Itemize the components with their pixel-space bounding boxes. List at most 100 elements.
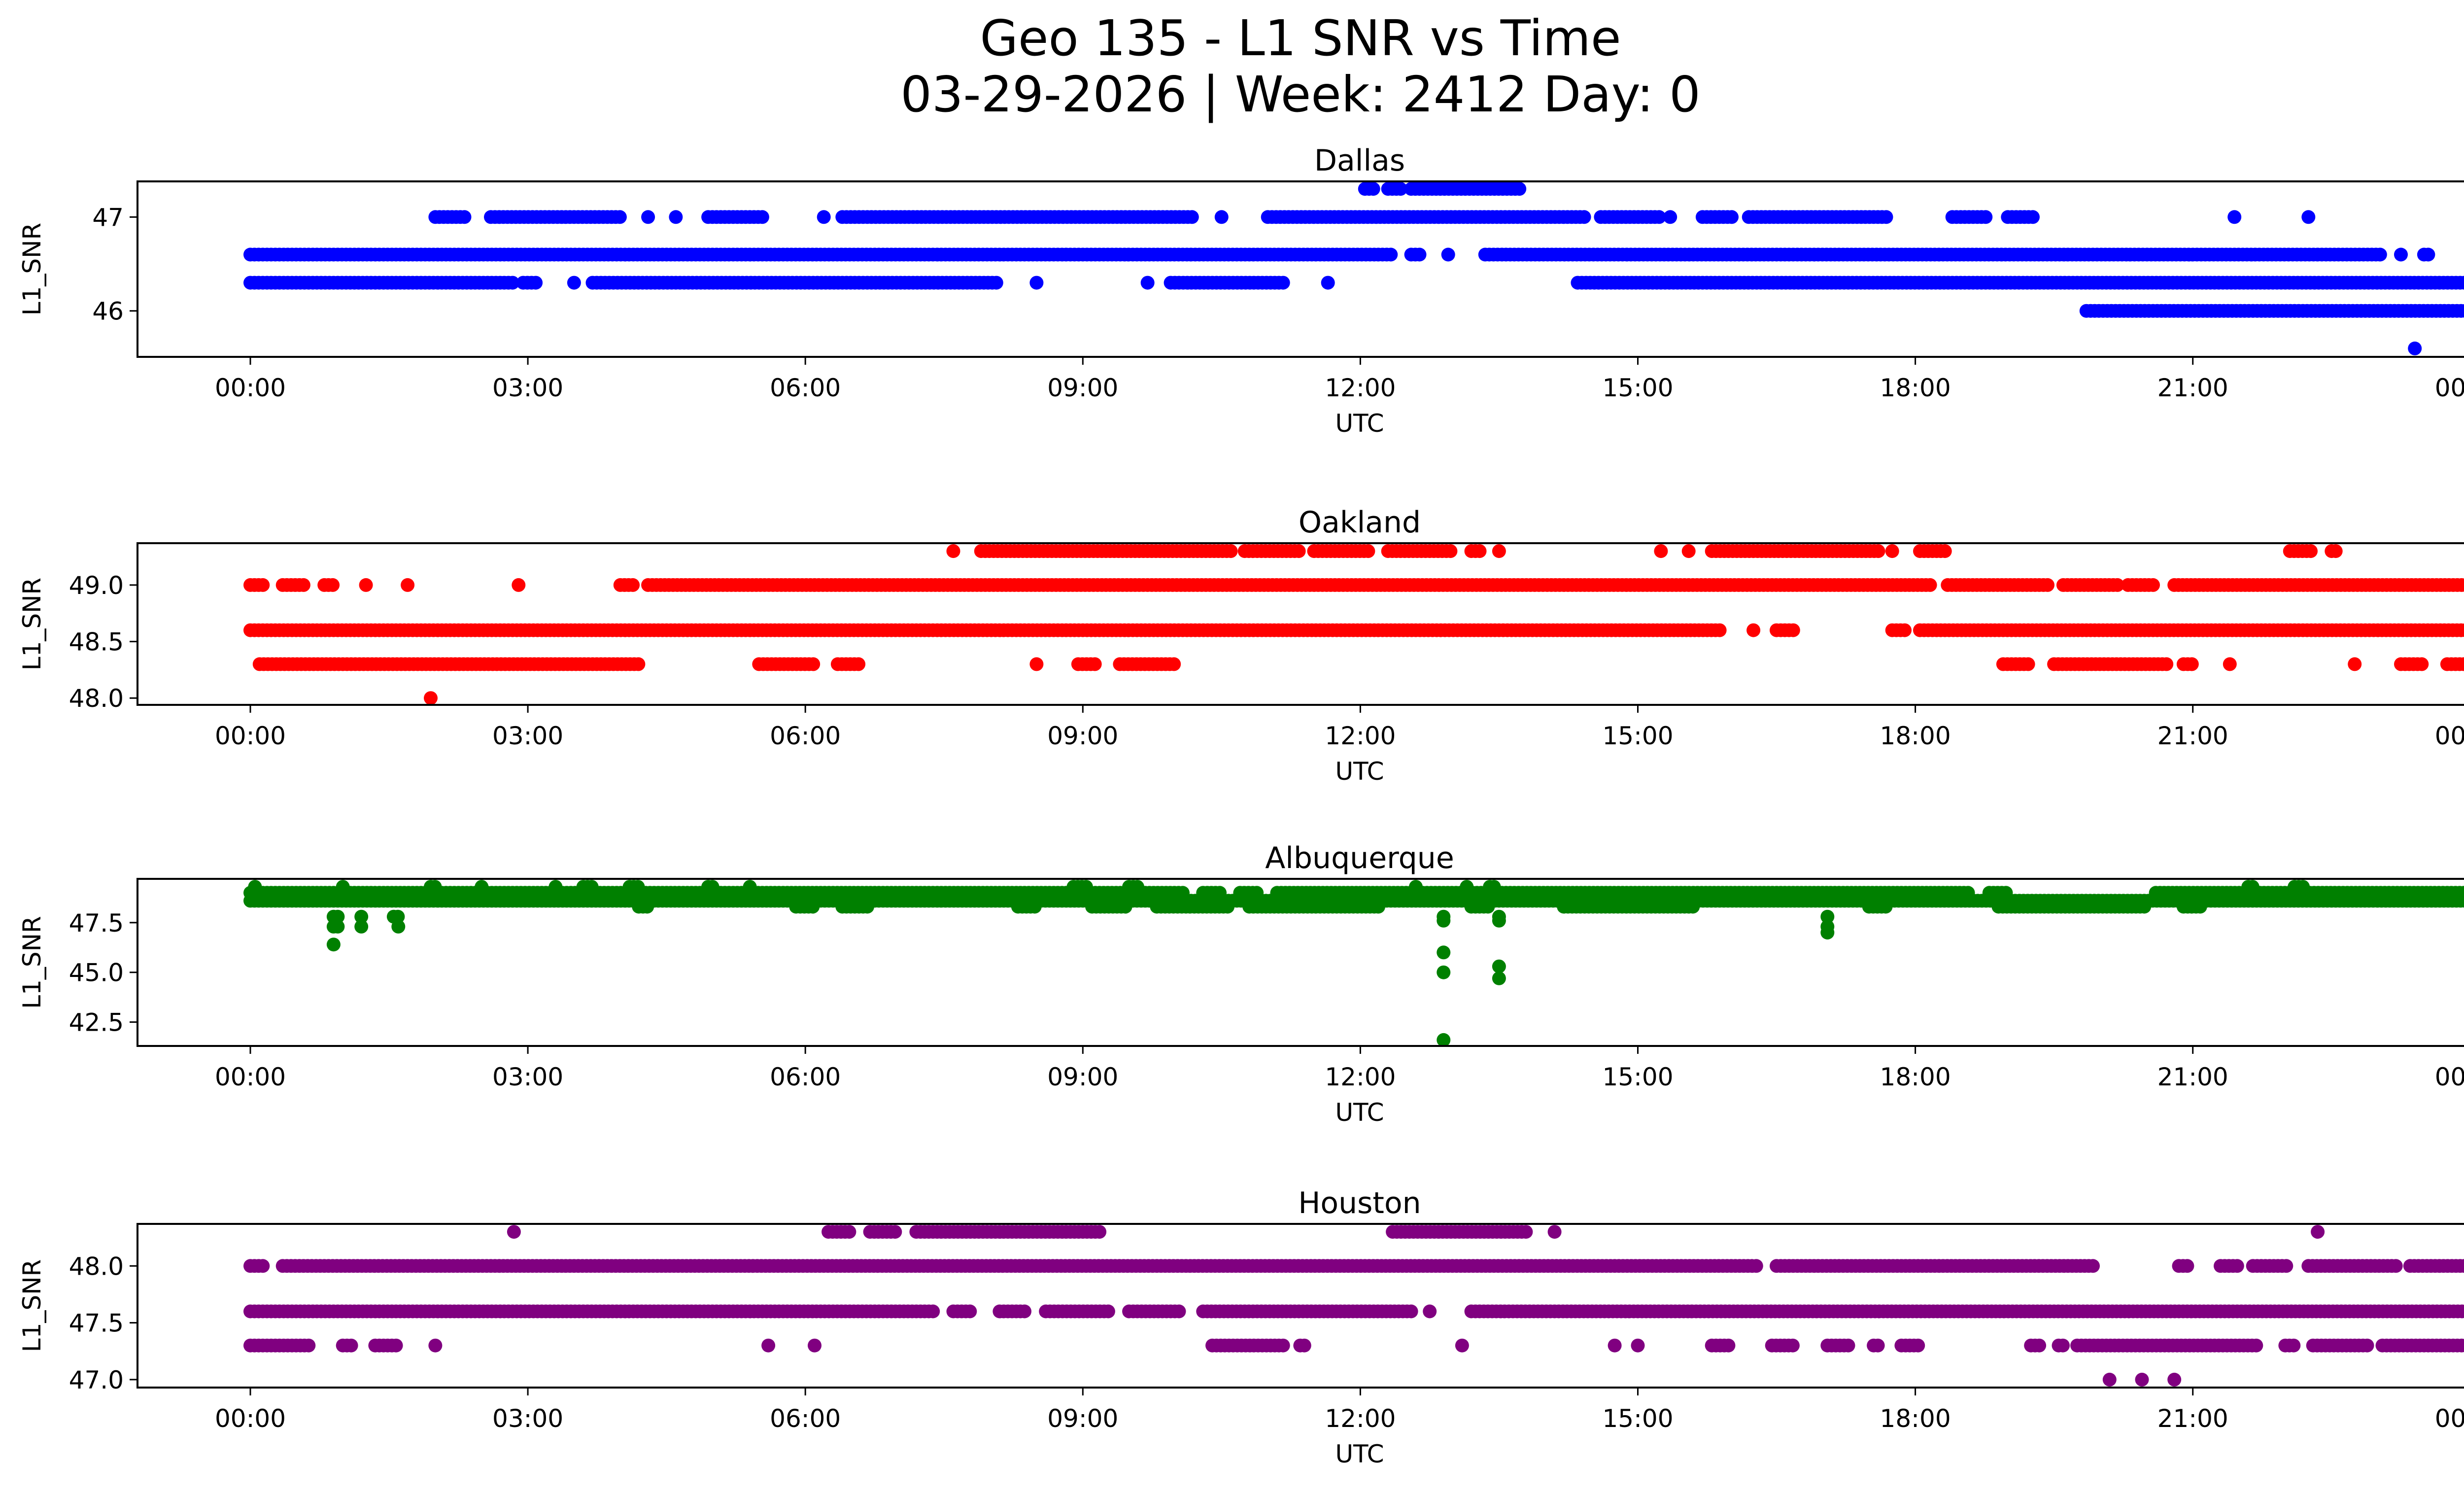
data-point	[1394, 182, 1407, 196]
data-point	[1879, 900, 1893, 914]
data-point	[2279, 1259, 2293, 1273]
data-point	[359, 578, 373, 592]
x-tick-label: 15:00	[1602, 374, 1673, 402]
x-axis-label: UTC	[1335, 409, 1384, 438]
data-point	[631, 880, 645, 894]
figure-title-line2: 03-29-2026 | Week: 2412 Day: 0	[900, 66, 1700, 123]
data-point	[926, 1304, 940, 1319]
data-point	[1441, 247, 1455, 262]
x-axis-label: UTC	[1335, 757, 1384, 786]
y-axis-label: L1_SNR	[18, 916, 46, 1009]
data-point	[457, 210, 472, 224]
data-point	[2227, 210, 2242, 224]
figure-title-line1: Geo 135 - L1 SNR vs Time	[980, 9, 1621, 67]
data-point	[1029, 657, 1044, 671]
y-tick-label: 49.0	[69, 571, 124, 600]
data-point	[584, 880, 599, 894]
data-point	[1681, 544, 1696, 558]
data-point	[1492, 959, 1506, 973]
data-point	[963, 1304, 977, 1319]
data-point	[2245, 880, 2259, 894]
data-point	[2415, 657, 2429, 671]
data-point	[1292, 544, 1306, 558]
data-point	[2159, 657, 2174, 671]
x-tick-label: 03:00	[492, 722, 563, 750]
data-point	[2394, 247, 2408, 262]
data-point	[2373, 247, 2387, 262]
data-point	[1384, 247, 1398, 262]
data-point	[631, 657, 646, 671]
data-point	[842, 1225, 856, 1239]
data-point	[1547, 1225, 1562, 1239]
data-point	[626, 578, 640, 592]
x-tick-label: 21:00	[2157, 374, 2228, 402]
data-point	[428, 880, 442, 894]
data-point	[1786, 623, 1800, 637]
data-point	[1938, 544, 1952, 558]
x-tick-label: 06:00	[770, 722, 841, 750]
data-point	[1460, 880, 1474, 894]
y-tick-label: 47.5	[69, 909, 124, 938]
data-point	[1018, 1304, 1031, 1319]
data-point	[2408, 341, 2422, 355]
data-point	[743, 880, 757, 894]
y-axis-label: L1_SNR	[18, 578, 46, 671]
data-point	[2458, 304, 2464, 318]
data-point	[1224, 544, 1238, 558]
data-point	[1879, 210, 1893, 224]
data-point	[1118, 900, 1132, 914]
data-point	[1654, 544, 1668, 558]
data-point	[1366, 182, 1380, 196]
data-point	[2421, 247, 2435, 262]
data-point	[989, 276, 1003, 290]
y-tick-label: 48.5	[69, 628, 124, 657]
data-point	[1492, 971, 1506, 985]
data-point	[2223, 657, 2237, 671]
x-axis-label: UTC	[1335, 1098, 1384, 1127]
data-point	[354, 909, 369, 924]
x-tick-label: 18:00	[1880, 374, 1951, 402]
data-point	[2348, 657, 2362, 671]
data-point	[806, 900, 820, 914]
x-tick-label: 18:00	[1880, 1063, 1951, 1091]
data-point	[1979, 210, 1993, 224]
data-point	[1512, 182, 1527, 196]
data-point	[1746, 623, 1761, 637]
data-point	[1443, 544, 1458, 558]
subplot-title: Houston	[1298, 1186, 1421, 1220]
data-point	[817, 210, 831, 224]
data-point	[2457, 276, 2464, 290]
data-point	[2296, 880, 2310, 894]
data-point	[860, 900, 874, 914]
data-point	[1492, 913, 1506, 928]
data-point	[1088, 657, 1102, 671]
data-point	[354, 919, 369, 934]
data-point	[1167, 657, 1181, 671]
data-point	[1492, 544, 1506, 558]
y-tick-label: 42.5	[69, 1008, 124, 1037]
scatter-series-oakland	[243, 544, 2464, 705]
data-point	[1079, 880, 1093, 894]
data-point	[331, 919, 345, 934]
data-point	[296, 578, 310, 592]
data-point	[2459, 578, 2464, 592]
data-point	[2458, 894, 2464, 908]
x-tick-label: 18:00	[1880, 722, 1951, 750]
data-point	[2304, 544, 2318, 558]
x-tick-label: 21:00	[2157, 722, 2228, 750]
data-point	[1140, 276, 1155, 290]
data-point	[1487, 880, 1501, 894]
x-tick-label: 09:00	[1047, 374, 1118, 402]
data-point	[567, 276, 581, 290]
data-point	[1221, 900, 1235, 914]
data-point	[548, 880, 563, 894]
data-point	[391, 909, 405, 924]
data-point	[613, 210, 627, 224]
x-tick-label: 12:00	[1325, 1063, 1396, 1091]
data-point	[641, 210, 655, 224]
data-point	[1409, 880, 1423, 894]
data-point	[852, 657, 866, 671]
